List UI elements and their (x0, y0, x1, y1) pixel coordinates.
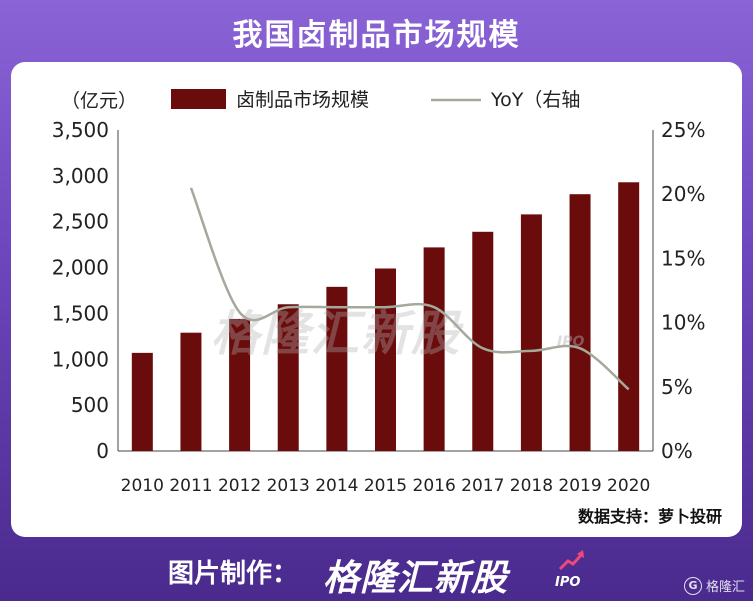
x-tick: 2011 (169, 476, 212, 496)
y-tick-left: 3,500 (52, 118, 109, 142)
x-tick: 2017 (461, 476, 504, 496)
legend-label-bar: 卤制品市场规模 (236, 89, 369, 111)
x-tick: 2013 (267, 476, 310, 496)
y-tick-left: 500 (71, 393, 109, 417)
trend-arrow-icon (558, 550, 585, 571)
y-tick-right: 25% (661, 118, 705, 142)
y-tick-right: 10% (661, 311, 705, 335)
footer: 图片制作： 格隆汇新股 IPO G 格隆汇 (0, 543, 753, 601)
x-tick: 2015 (364, 476, 407, 496)
x-tick: 2019 (558, 476, 601, 496)
bar (277, 304, 299, 451)
footer-brand: 格隆汇新股 (323, 558, 509, 599)
bar (375, 268, 396, 451)
y-tick-left: 1,500 (52, 301, 109, 325)
yoy-line (189, 187, 630, 391)
legend-label-line: YoY（右轴 (490, 89, 580, 111)
chart-svg: 0 500 1,000 1,500 2,000 2,500 3,000 3,500 0% 5% 10… (52, 89, 705, 496)
chart-title: 我国卤制品市场规模 (232, 18, 521, 53)
watermark-ipo: IPO (557, 334, 585, 350)
y-tick-left: 1,000 (52, 347, 109, 371)
footer-label: 图片制作： (168, 559, 299, 589)
bar (131, 352, 153, 451)
bar (180, 332, 202, 451)
footer-ipo: IPO (555, 575, 581, 590)
brand-logo-icon: G (683, 576, 702, 595)
bar (569, 194, 591, 451)
x-tick: 2010 (121, 476, 164, 496)
bar (618, 182, 640, 451)
x-tick: 2020 (607, 476, 650, 496)
x-tick: 2014 (315, 476, 358, 496)
bar (472, 231, 494, 451)
y-tick-right: 0% (661, 439, 693, 463)
y-tick-left: 3,000 (52, 164, 109, 188)
y-tick-right: 5% (661, 375, 693, 399)
x-tick: 2018 (510, 476, 553, 496)
bar (229, 318, 251, 451)
legend-swatch-bar (171, 89, 226, 109)
y-tick-right: 15% (661, 246, 705, 270)
bar (520, 214, 542, 451)
bar (326, 286, 348, 451)
corner-logo-text: 格隆汇 (705, 580, 745, 595)
x-tick: 2012 (218, 476, 261, 496)
chart-card: 0 500 1,000 1,500 2,000 2,500 3,000 3,500 0% 5% 10… (11, 62, 742, 537)
y-tick-left: 2,000 (52, 256, 109, 280)
data-source: 数据支持：萝卜投研 (577, 507, 722, 526)
x-tick: 2016 (413, 476, 456, 496)
y-axis-left-label: （亿元） (61, 90, 137, 112)
bar (423, 247, 445, 451)
corner-logo: G 格隆汇 (683, 576, 745, 595)
y-tick-left: 2,500 (52, 210, 109, 234)
y-tick-left: 0 (96, 439, 109, 463)
y-tick-right: 20% (661, 182, 705, 206)
